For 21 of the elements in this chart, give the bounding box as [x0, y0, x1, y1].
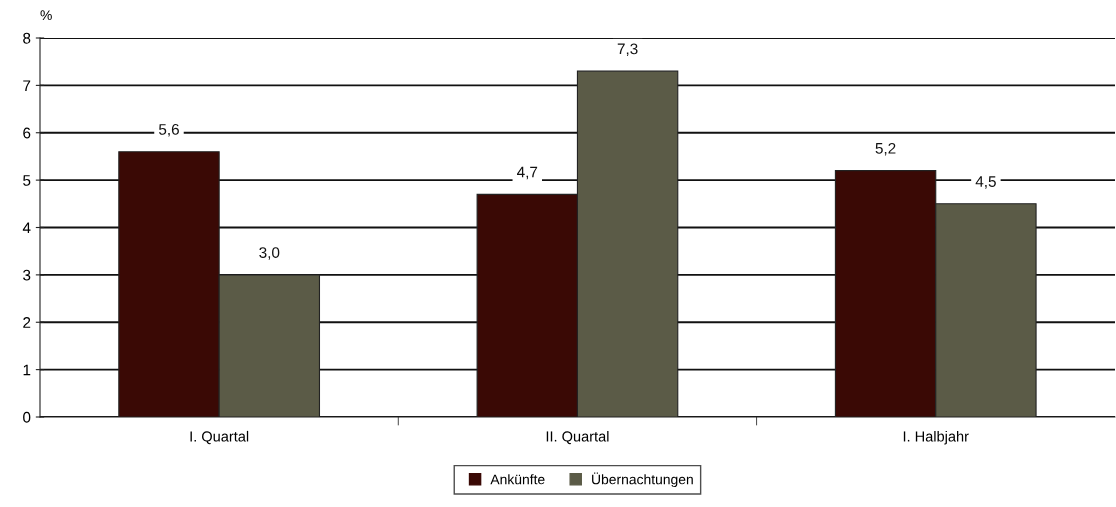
y-tick-label: 7	[23, 80, 31, 91]
x-tick-label: II. Quartal	[546, 430, 609, 445]
y-tick-label: 5	[23, 175, 31, 186]
data-label: 4,5	[975, 176, 996, 189]
data-label: 5,2	[875, 142, 896, 156]
y-tick-label: 2	[23, 317, 31, 328]
y-axis-title: %	[40, 10, 52, 21]
legend-label: Ankünfte	[490, 474, 545, 485]
y-tick-label: 8	[23, 32, 31, 44]
legend-label: Übernachtungen	[592, 472, 693, 488]
data-label: 7,3	[617, 43, 638, 57]
data-label: 5,6	[158, 123, 179, 137]
y-tick-label: 3	[23, 269, 31, 281]
data-label: 4,7	[517, 166, 538, 180]
y-tick-label: 6	[23, 127, 31, 139]
y-tick-label: 4	[22, 222, 31, 234]
x-tick-label: I. Halbjahr	[903, 430, 969, 445]
data-label: 3,0	[259, 247, 280, 260]
y-tick-label: 1	[23, 364, 31, 376]
y-tick-label: 0	[23, 411, 31, 423]
x-tick-label: I. Quartal	[190, 430, 249, 445]
